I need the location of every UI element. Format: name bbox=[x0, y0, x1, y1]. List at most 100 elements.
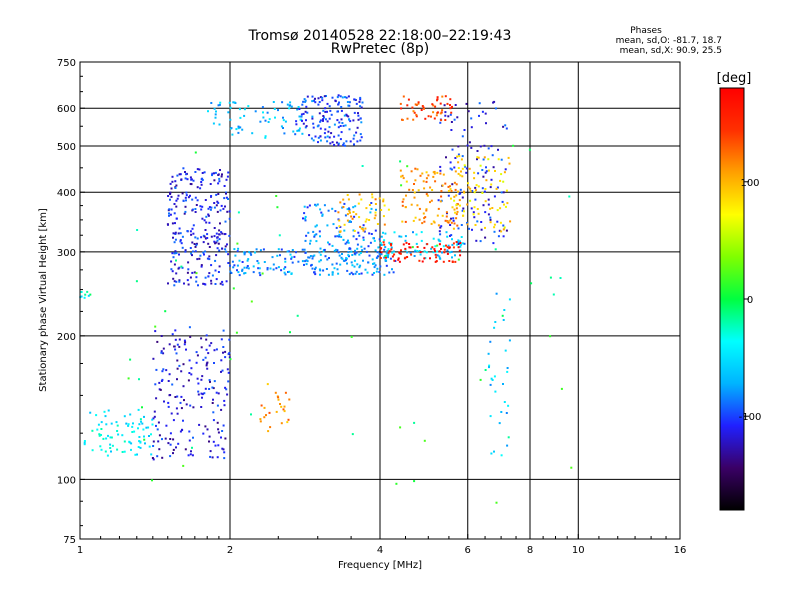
scatter-point bbox=[266, 268, 269, 271]
scatter-point bbox=[348, 220, 351, 223]
scatter-point bbox=[353, 230, 356, 232]
data-points bbox=[79, 94, 573, 504]
scatter-point bbox=[399, 252, 402, 255]
scatter-point bbox=[376, 267, 379, 270]
scatter-point bbox=[191, 208, 194, 211]
scatter-point bbox=[390, 248, 393, 251]
scatter-point bbox=[380, 235, 383, 238]
scatter-point bbox=[180, 370, 183, 373]
scatter-point bbox=[205, 221, 208, 224]
scatter-point bbox=[432, 104, 435, 107]
colorbar-tick-label: 0 bbox=[747, 295, 753, 306]
scatter-point bbox=[426, 243, 429, 246]
scatter-point bbox=[136, 453, 138, 456]
scatter-point bbox=[279, 403, 281, 405]
scatter-point bbox=[414, 249, 417, 252]
scatter-point bbox=[173, 284, 176, 287]
scatter-point bbox=[211, 456, 214, 459]
scatter-point bbox=[424, 117, 427, 120]
scatter-point bbox=[151, 418, 154, 421]
scatter-point bbox=[422, 106, 425, 109]
scatter-point bbox=[277, 248, 280, 251]
scatter-point bbox=[448, 260, 451, 262]
scatter-point bbox=[180, 242, 183, 245]
scatter-point bbox=[340, 106, 343, 108]
scatter-point bbox=[261, 272, 264, 275]
scatter-point bbox=[420, 109, 423, 111]
scatter-point bbox=[154, 330, 157, 333]
scatter-point bbox=[214, 259, 217, 262]
scatter-point bbox=[404, 220, 407, 223]
scatter-point bbox=[178, 227, 181, 230]
scatter-point bbox=[357, 112, 359, 115]
scatter-point bbox=[468, 141, 471, 144]
scatter-point bbox=[348, 255, 350, 258]
scatter-point bbox=[178, 364, 181, 367]
scatter-point bbox=[87, 294, 90, 297]
scatter-point bbox=[375, 208, 377, 211]
scatter-point bbox=[148, 435, 150, 437]
scatter-point bbox=[313, 234, 316, 237]
scatter-point bbox=[83, 441, 86, 444]
scatter-point bbox=[305, 234, 308, 237]
scatter-point bbox=[491, 379, 494, 381]
scatter-point bbox=[194, 245, 197, 248]
scatter-point bbox=[314, 266, 317, 269]
scatter-point bbox=[189, 453, 192, 456]
scatter-point bbox=[225, 196, 228, 199]
scatter-point bbox=[319, 127, 322, 130]
scatter-point bbox=[334, 235, 337, 238]
scatter-point bbox=[485, 179, 488, 182]
scatter-point bbox=[395, 482, 398, 485]
scatter-point bbox=[356, 126, 359, 129]
scatter-point bbox=[121, 434, 124, 437]
scatter-point bbox=[401, 204, 404, 207]
scatter-point bbox=[208, 388, 211, 390]
scatter-point bbox=[177, 442, 180, 445]
scatter-point bbox=[353, 259, 356, 262]
scatter-point bbox=[267, 121, 270, 123]
scatter-point bbox=[392, 271, 395, 274]
scatter-point bbox=[490, 377, 493, 380]
scatter-point bbox=[301, 132, 304, 135]
scatter-point bbox=[445, 215, 448, 218]
scatter-point bbox=[476, 150, 479, 152]
scatter-point bbox=[352, 206, 355, 209]
scatter-point bbox=[207, 275, 210, 278]
scatter-point bbox=[346, 194, 349, 196]
scatter-point bbox=[226, 368, 229, 371]
scatter-point bbox=[346, 208, 349, 211]
scatter-point bbox=[337, 126, 340, 129]
scatter-point bbox=[412, 231, 414, 234]
scatter-point bbox=[213, 206, 216, 209]
scatter-point bbox=[319, 259, 322, 262]
scatter-point bbox=[216, 239, 219, 242]
scatter-point bbox=[233, 264, 236, 267]
scatter-point bbox=[263, 416, 266, 419]
scatter-point bbox=[319, 273, 321, 276]
scatter-point bbox=[385, 251, 388, 254]
scatter-point bbox=[453, 222, 456, 225]
scatter-point bbox=[196, 237, 199, 240]
scatter-point bbox=[223, 399, 226, 402]
scatter-point bbox=[224, 233, 227, 235]
scatter-point bbox=[459, 188, 462, 191]
scatter-point bbox=[228, 210, 231, 213]
scatter-point bbox=[138, 423, 141, 426]
scatter-point bbox=[382, 231, 384, 234]
scatter-point bbox=[348, 104, 351, 107]
scatter-point bbox=[189, 335, 192, 338]
scatter-point bbox=[218, 238, 221, 241]
scatter-point bbox=[482, 158, 485, 161]
scatter-point bbox=[359, 117, 362, 120]
x-axis-ticks: 1 2 4 6 8 10 16 bbox=[77, 534, 686, 556]
scatter-point bbox=[260, 404, 263, 407]
scatter-point bbox=[457, 153, 460, 156]
scatter-point bbox=[450, 250, 453, 253]
scatter-point bbox=[207, 213, 210, 216]
y-tick-label: 500 bbox=[57, 142, 76, 153]
scatter-point bbox=[407, 98, 410, 101]
scatter-point bbox=[352, 119, 355, 122]
scatter-point bbox=[413, 255, 416, 257]
scatter-point bbox=[334, 248, 337, 251]
